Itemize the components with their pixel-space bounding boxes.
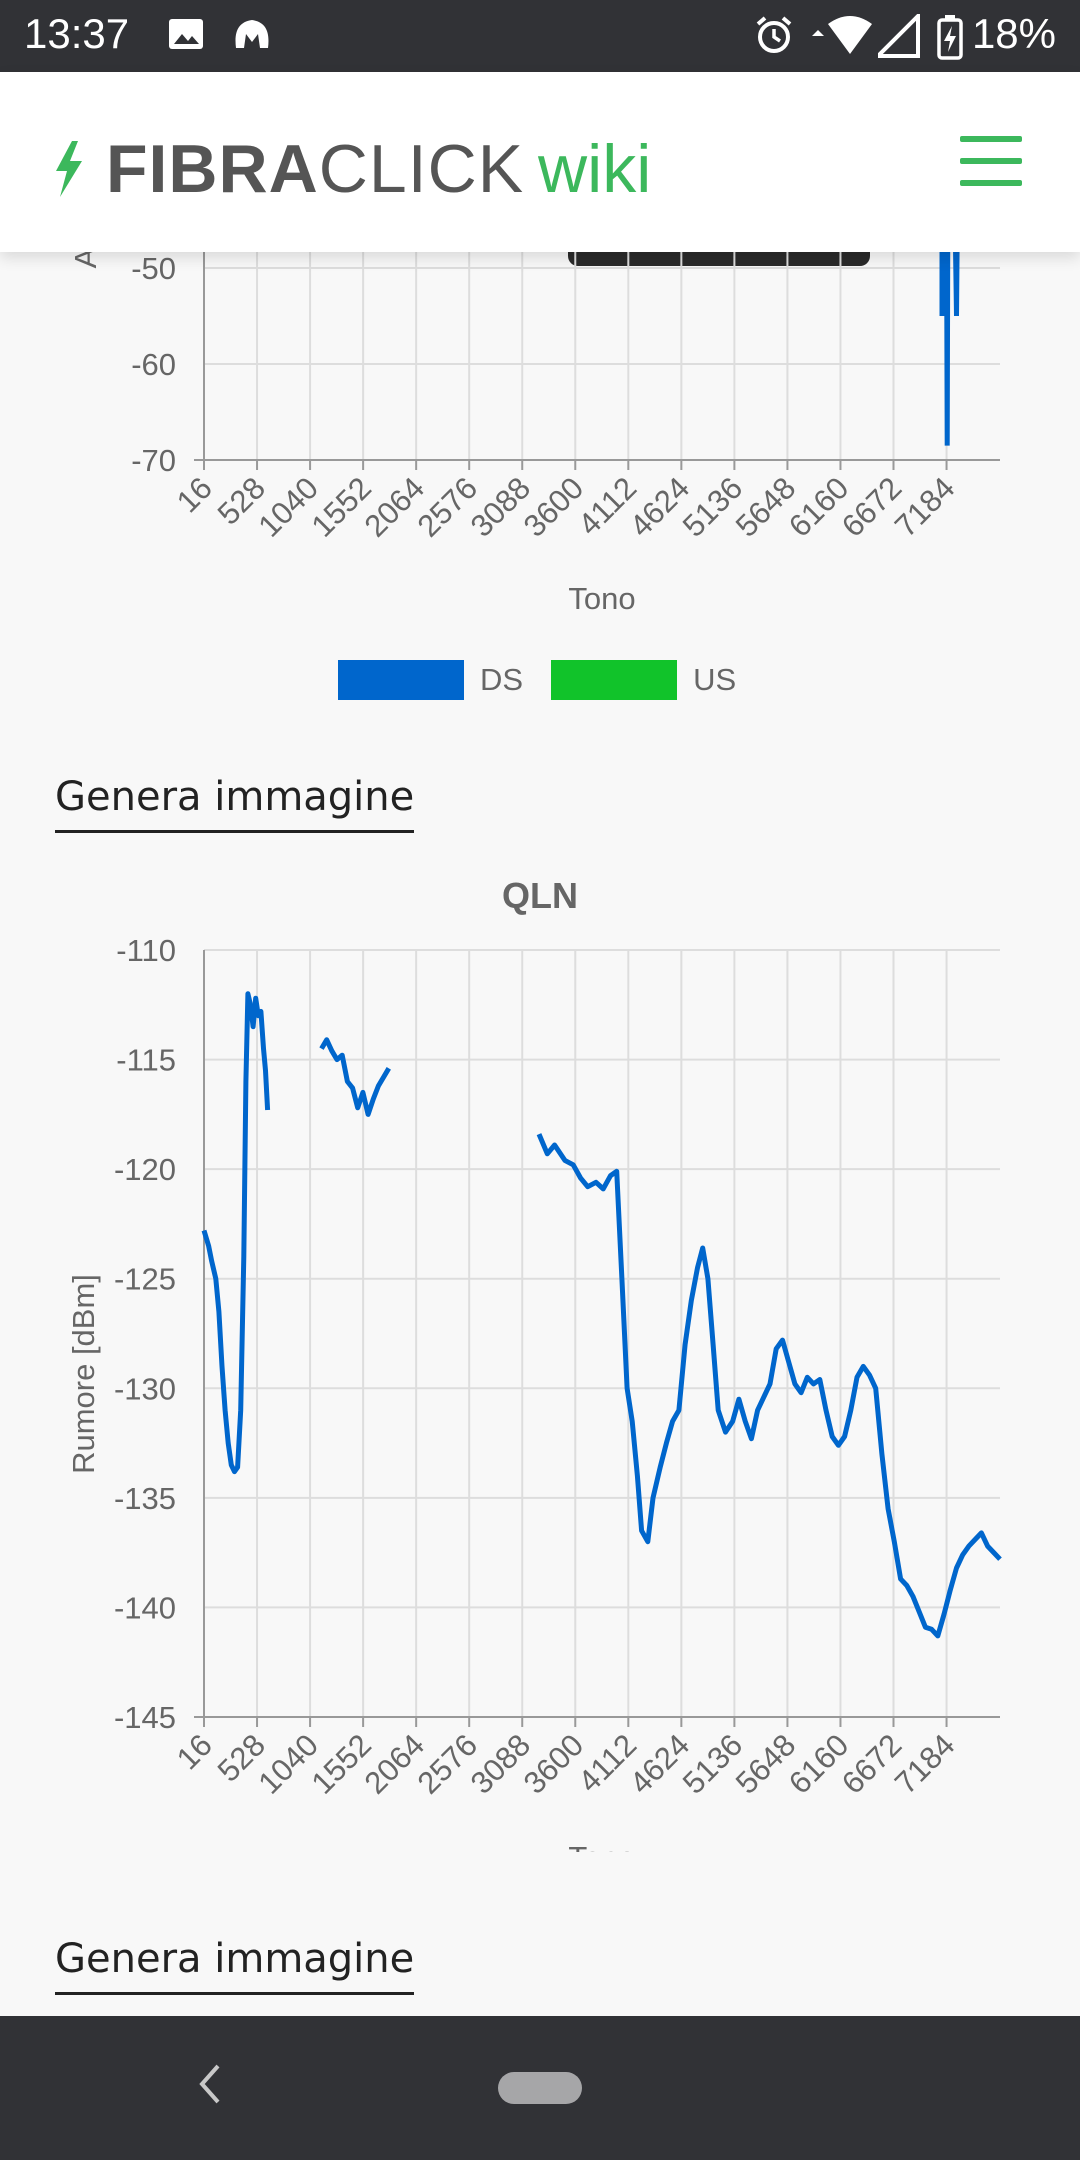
qln-ds-line <box>201 991 271 1475</box>
qln-x-tick-label: 6160 <box>782 1727 856 1801</box>
generate-image-link-1[interactable]: Genera immagine <box>55 774 415 833</box>
chart-tooltip <box>568 252 870 266</box>
qln-x-tick-label: 4624 <box>623 1727 697 1801</box>
qln-x-tick-label: 7184 <box>888 1727 962 1801</box>
logo-text-fibra: FIBRA <box>106 131 319 207</box>
att-y-tick-label: -70 <box>131 443 176 478</box>
qln-x-tick-label: 5648 <box>729 1727 803 1801</box>
att-x-tick-label: 2576 <box>411 470 485 544</box>
generate-image-link-2[interactable]: Genera immagine <box>55 1936 415 1995</box>
qln-x-tick-label: 4112 <box>571 1727 643 1799</box>
legend-swatch-ds[interactable] <box>338 660 464 700</box>
att-x-tick-label: 4112 <box>571 470 643 542</box>
qln-x-tick-label: 2576 <box>411 1727 485 1801</box>
att-x-tick-label: 2064 <box>358 470 432 544</box>
home-pill-icon[interactable] <box>498 2072 582 2104</box>
legend-swatch-us[interactable] <box>551 660 678 700</box>
att-ds-line <box>939 252 960 446</box>
att-x-tick-label: 5648 <box>729 470 803 544</box>
battery-charging-icon <box>937 15 963 60</box>
battery-percent: 18% <box>971 10 1056 57</box>
signal-icon <box>878 14 920 58</box>
att-x-tick-label: 1552 <box>305 470 379 544</box>
qln-x-tick-label: 2064 <box>358 1727 432 1801</box>
site-header: FIBRA CLICK wiki <box>0 72 1080 252</box>
qln-x-tick-label: 1040 <box>252 1727 326 1801</box>
qln-x-tick-label: 1552 <box>305 1727 379 1801</box>
system-nav-bar <box>0 2016 1080 2160</box>
back-chevron-icon[interactable] <box>190 2054 230 2114</box>
qln-xlabel: Tono <box>568 1840 635 1852</box>
attenuation-chart: -50-60-70 165281040155220642576308836004… <box>68 252 1000 616</box>
site-logo[interactable]: FIBRA CLICK wiki <box>52 130 651 208</box>
alarm-icon <box>756 16 792 53</box>
wifi-icon <box>812 16 872 54</box>
legend-label-us: US <box>693 662 737 697</box>
qln-y-tick-label: -115 <box>116 1043 176 1078</box>
qln-chart-title: QLN <box>502 875 578 916</box>
att-x-tick-label: 6672 <box>835 470 909 544</box>
qln-ds-line <box>536 1133 1002 1639</box>
status-bar: 13:37 18% <box>0 0 1080 72</box>
lightning-bolt-icon <box>56 141 82 197</box>
qln-y-tick-label: -125 <box>114 1262 176 1297</box>
logo-text-click: CLICK <box>318 131 525 207</box>
att-y-tick-label: -50 <box>131 252 176 286</box>
qln-y-tick-label: -140 <box>114 1590 176 1625</box>
malwarebytes-icon <box>235 20 269 48</box>
qln-chart: QLN -110 -115 -120 -125 -130 -135 -140 -145 16 5… <box>66 875 1002 1852</box>
qln-x-tick-label: 6672 <box>835 1727 909 1801</box>
att-y-tick-label: -60 <box>131 347 176 382</box>
legend-label-ds: DS <box>480 662 524 697</box>
qln-y-tick-label: -135 <box>114 1481 176 1516</box>
chart-legend: DS US <box>338 660 764 700</box>
logo-text-wiki: wiki <box>538 131 652 207</box>
att-x-tick-label: 7184 <box>888 470 962 544</box>
image-icon <box>169 19 203 49</box>
att-x-tick-label: 1040 <box>252 470 326 544</box>
att-x-tick-label: 3600 <box>517 470 591 544</box>
qln-y-tick-label: -120 <box>114 1152 176 1187</box>
qln-x-tick-label: 16 <box>170 1727 219 1776</box>
status-time: 13:37 <box>24 10 130 57</box>
att-x-tick-label: 6160 <box>782 470 856 544</box>
qln-x-tick-label: 5136 <box>676 1727 750 1801</box>
attenuation-ylabel-partial: A <box>68 252 103 268</box>
qln-ds-line <box>319 1037 391 1117</box>
qln-y-tick-label: -110 <box>116 933 176 968</box>
att-x-tick-label: 4624 <box>623 470 697 544</box>
qln-y-tick-label: -145 <box>114 1700 176 1735</box>
qln-y-tick-label: -130 <box>114 1371 176 1406</box>
attenuation-xlabel: Tono <box>568 581 635 616</box>
att-x-tick-label: 3088 <box>464 470 538 544</box>
att-x-tick-label: 5136 <box>676 470 750 544</box>
page-content: -50 -60 -70 16 528 1040 1552 2064 2576 3088 3600 4… <box>0 252 1080 2016</box>
att-x-tick-label: 16 <box>170 470 219 519</box>
qln-x-tick-label: 3088 <box>464 1727 538 1801</box>
qln-x-tick-label: 3600 <box>517 1727 591 1801</box>
hamburger-menu-icon[interactable] <box>960 136 1022 188</box>
qln-ylabel: Rumore [dBm] <box>66 1274 101 1474</box>
